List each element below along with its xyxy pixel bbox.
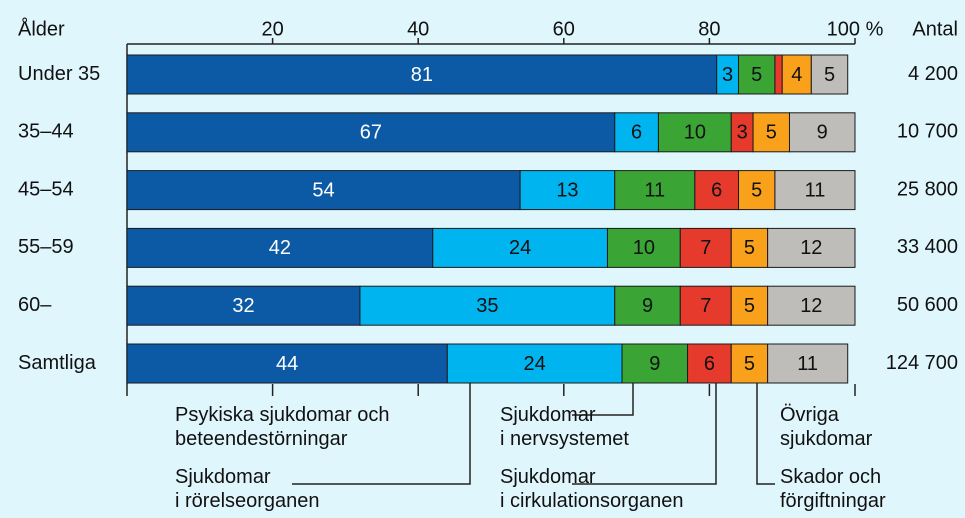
data-label: 67 [360,122,382,144]
bar-segment [432,227,608,268]
data-label: 35 [476,295,498,317]
data-label: 9 [649,353,660,375]
data-label: 32 [232,295,254,317]
legend-label: Sjukdomar i cirkulationsorganen [500,466,684,512]
data-label: 5 [744,353,755,375]
totals-header: Antal [912,18,958,40]
data-label: 42 [269,237,291,259]
bar-segment [752,112,790,153]
bar-segment [788,112,856,153]
bar-segment [781,54,812,95]
bar-segment [126,343,448,384]
bar-segment [687,343,732,384]
legend-label: Sjukdomar i rörelseorganen [175,466,320,512]
data-label: 10 [633,237,655,259]
leader-line [292,383,471,485]
data-label: 6 [711,179,722,201]
bar-segment [738,54,776,95]
x-tick-label: 80 [698,18,720,40]
category-axis-label: Ålder [18,17,65,40]
bar-segment [657,112,732,153]
bar-segment [730,343,769,384]
data-label: 4 [791,64,802,86]
data-label: 11 [805,179,826,201]
data-label: 5 [766,122,777,144]
data-label: 7 [700,295,711,317]
leader-line [572,383,634,416]
bar-segment [621,343,689,384]
data-label: 81 [411,64,433,86]
bar-segment [126,227,434,268]
bar-segment [774,170,856,211]
category-label: Samtliga [18,352,97,374]
data-label: 11 [797,353,818,375]
data-label: 24 [509,237,531,259]
legend-label: Sjukdomar i nervsystemet [500,404,629,450]
category-label: 55–59 [18,236,74,258]
total-label: 10 700 [897,121,958,143]
bar-segment [614,170,696,211]
data-label: 9 [642,295,653,317]
data-label: 24 [524,353,546,375]
data-label: 3 [722,64,733,86]
x-tick-label: 60 [553,18,575,40]
data-label: 5 [751,179,762,201]
bar-segment [126,285,361,326]
bar-segment [446,343,623,384]
bar-segment [767,285,856,326]
total-label: 50 600 [897,294,958,316]
data-label: 5 [824,64,835,86]
legend-label: Skador och förgiftningar [780,466,886,512]
data-label: 3 [737,122,748,144]
bar-segment [679,227,732,268]
total-label: 33 400 [897,236,958,258]
total-label: 4 200 [908,63,958,85]
x-tick-label: 40 [407,18,429,40]
data-label: 54 [312,179,334,201]
bar-segment [126,54,718,95]
bar-segment [359,285,616,326]
category-label: 35–44 [18,121,74,143]
bar-segment [774,54,783,95]
bar-segment [767,343,849,384]
bar-segment [679,285,732,326]
total-label: 25 800 [897,178,958,200]
bar-segment [126,112,616,153]
data-label: 7 [700,237,711,259]
bar-segment [730,285,769,326]
data-label: 12 [800,237,822,259]
data-label: 44 [276,353,298,375]
data-label: 13 [556,179,578,201]
data-label: 10 [684,122,706,144]
data-label: 9 [817,122,828,144]
data-label: 5 [744,295,755,317]
x-tick-label: 20 [261,18,283,40]
category-label: Under 35 [18,63,100,85]
bar-segment [810,54,849,95]
bar-segment [606,227,681,268]
legend-label: Psykiska sjukdomar och beteendestörninga… [175,404,390,450]
leader-line [756,383,775,485]
category-label: 45–54 [18,178,74,200]
bar-segment [614,285,681,326]
leader-line [572,383,717,485]
bar-segment [767,227,856,268]
category-label: 60– [18,294,52,316]
legend-label: Övriga sjukdomar [780,404,873,450]
total-label: 124 700 [886,352,958,374]
data-label: 12 [800,295,822,317]
bar-segment [738,170,776,211]
data-label: 5 [751,64,762,86]
bar-segment [730,227,769,268]
bar-segment [519,170,616,211]
data-label: 6 [704,353,715,375]
data-label: 5 [744,237,755,259]
x-tick-label: 100 % [827,18,884,40]
data-label: 11 [644,179,665,201]
leader-lines [292,383,775,485]
data-label: 6 [631,122,642,144]
